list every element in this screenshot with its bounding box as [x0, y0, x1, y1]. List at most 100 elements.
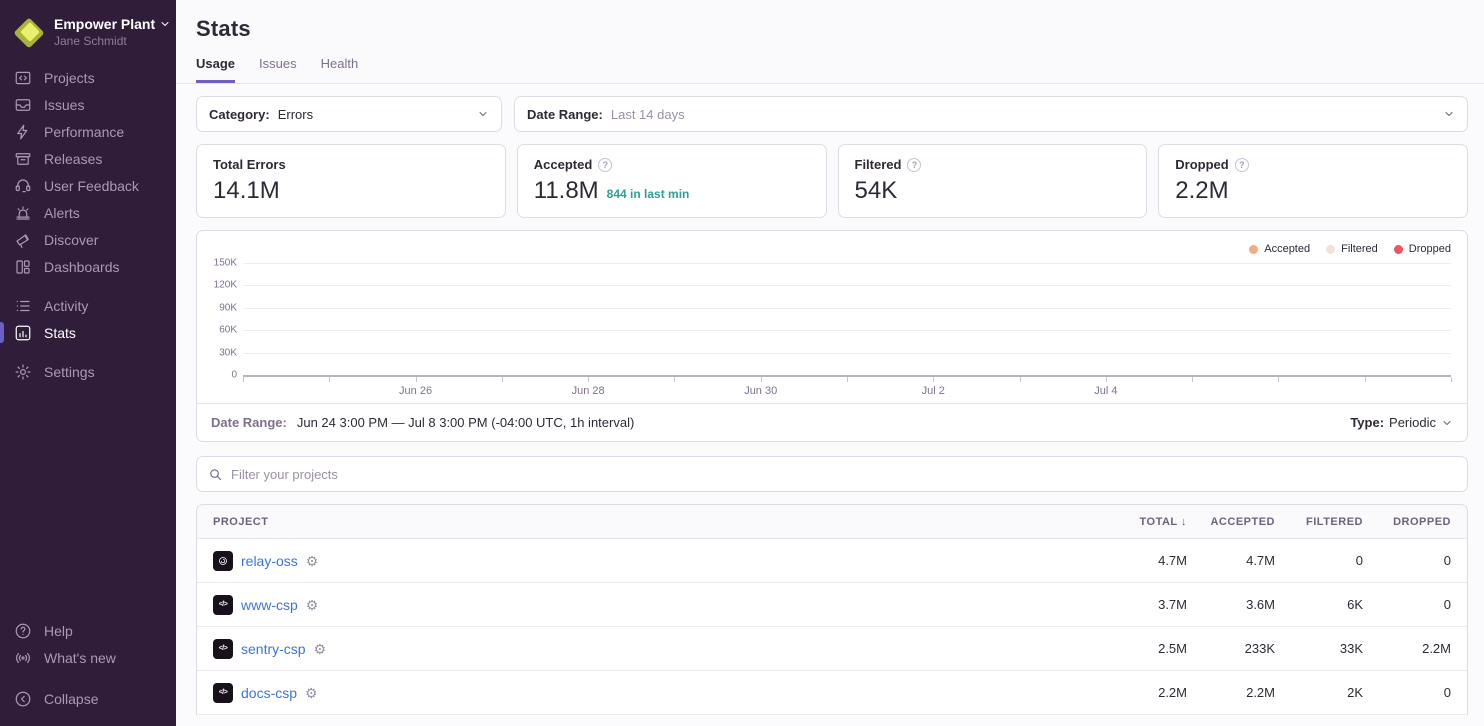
- cell-total: 2.5M: [1158, 641, 1187, 656]
- sidebar-item-activity[interactable]: Activity: [0, 292, 176, 319]
- column-header-accepted[interactable]: ACCEPTED: [1210, 515, 1275, 528]
- releases-icon: [14, 150, 32, 168]
- date-range-label: Date Range:: [527, 106, 603, 122]
- project-settings-icon[interactable]: ⚙: [313, 640, 327, 657]
- legend-item-dropped[interactable]: Dropped: [1393, 243, 1451, 255]
- sidebar-nav-tertiary: Settings: [0, 358, 176, 385]
- sidebar-item-label: Releases: [44, 150, 103, 167]
- chart-type-select[interactable]: Type: Periodic: [1350, 415, 1453, 430]
- help-circle-icon[interactable]: ?: [1234, 157, 1249, 172]
- sidebar-item-help[interactable]: Help: [0, 617, 176, 644]
- whats-new-icon: [14, 649, 32, 667]
- column-header-dropped[interactable]: DROPPED: [1393, 515, 1451, 528]
- gridline: [243, 330, 1451, 332]
- column-header-total[interactable]: TOTAL ↓: [1139, 515, 1187, 528]
- search-icon: [210, 468, 222, 480]
- org-text: Empower Plant Jane Schmidt: [54, 16, 171, 48]
- org-logo-icon: [13, 17, 45, 49]
- chevron-down-icon: [1445, 112, 1453, 116]
- project-settings-icon[interactable]: ⚙: [305, 596, 319, 613]
- stat-card-value: 54K: [854, 177, 898, 204]
- chart-type-label: Type:: [1350, 415, 1385, 430]
- sidebar-item-releases[interactable]: Releases: [0, 145, 176, 172]
- sidebar-item-collapse[interactable]: Collapse: [0, 685, 176, 712]
- category-value: Errors: [277, 106, 314, 122]
- sidebar-item-stats[interactable]: Stats: [0, 319, 176, 346]
- y-tick-label: 120K: [213, 279, 237, 291]
- y-tick-label: 30K: [219, 347, 237, 359]
- x-tick-label: Jun 30: [744, 385, 778, 397]
- content: Category: Errors Date Range: Last 14 day…: [176, 84, 1484, 726]
- sidebar-item-label: Settings: [44, 363, 95, 380]
- help-circle-icon[interactable]: ?: [907, 157, 922, 172]
- x-tick: [501, 377, 503, 382]
- collapse-icon: [14, 690, 32, 708]
- x-tick: [1451, 377, 1452, 382]
- cell-total: 3.7M: [1158, 597, 1187, 612]
- column-header-project[interactable]: PROJECT: [213, 515, 269, 528]
- sidebar-item-alerts[interactable]: Alerts: [0, 199, 176, 226]
- project-link[interactable]: relay-oss: [241, 552, 298, 569]
- main-area: Stats Usage Issues Health Category: Errors…: [176, 0, 1484, 726]
- tab-issues[interactable]: Issues: [259, 56, 297, 71]
- sidebar-item-user-feedback[interactable]: User Feedback: [0, 172, 176, 199]
- tab-health[interactable]: Health: [320, 56, 359, 71]
- filter-row: Category: Errors Date Range: Last 14 day…: [196, 96, 1468, 132]
- date-range-select[interactable]: Date Range: Last 14 days: [514, 96, 1468, 132]
- sidebar-item-label: Performance: [44, 123, 125, 140]
- chevron-down-icon: [479, 112, 487, 116]
- org-switcher[interactable]: Empower Plant Jane Schmidt: [0, 12, 176, 64]
- user-feedback-icon: [14, 177, 32, 195]
- x-tick: [1105, 377, 1107, 382]
- sidebar-item-discover[interactable]: Discover: [0, 226, 176, 253]
- help-circle-icon[interactable]: ?: [598, 157, 613, 172]
- tab-usage[interactable]: Usage: [196, 56, 236, 83]
- stat-card-live-rate: 844 in last min: [606, 187, 690, 201]
- gridline: [243, 285, 1451, 287]
- plot-area: [243, 263, 1451, 375]
- sidebar-item-label: Help: [44, 622, 73, 639]
- gridline: [243, 263, 1451, 264]
- legend-label: Accepted: [1264, 243, 1311, 255]
- platform-csp-icon: </>: [213, 682, 233, 703]
- chart-type-value: Periodic: [1389, 415, 1436, 430]
- category-select[interactable]: Category: Errors: [196, 96, 502, 132]
- issues-icon: [14, 96, 32, 114]
- project-settings-icon[interactable]: ⚙: [305, 552, 319, 569]
- x-axis: Jun 26 Jun 28 Jun 30 Jul 2 Jul 4: [243, 375, 1452, 401]
- legend-item-accepted[interactable]: Accepted: [1249, 243, 1310, 255]
- project-link[interactable]: docs-csp: [241, 684, 298, 701]
- table-body: relay-oss ⚙ 4.7M 4.7M 0 0 </> www-csp ⚙ 3.7M 3.6M 6…: [197, 539, 1467, 715]
- sidebar-item-dashboards[interactable]: Dashboards: [0, 253, 176, 280]
- sidebar-item-issues[interactable]: Issues: [0, 91, 176, 118]
- table-row: </> sentry-csp ⚙ 2.5M 233K 33K 2.2M: [197, 627, 1467, 671]
- x-tick: [674, 377, 676, 382]
- cell-accepted: 233K: [1244, 641, 1275, 656]
- page-header: Stats Usage Issues Health: [176, 0, 1484, 84]
- project-link[interactable]: www-csp: [241, 596, 298, 613]
- sidebar-item-label: What's new: [44, 649, 116, 666]
- sidebar-nav-secondary: Activity Stats: [0, 292, 176, 346]
- cell-dropped: 0: [1443, 553, 1451, 568]
- sidebar-item-performance[interactable]: Performance: [0, 118, 176, 145]
- sidebar-item-settings[interactable]: Settings: [0, 358, 176, 385]
- sidebar: Empower Plant Jane Schmidt Projects Issue…: [0, 0, 176, 726]
- project-settings-icon[interactable]: ⚙: [305, 684, 318, 701]
- gridline: [243, 307, 1451, 309]
- project-filter-input[interactable]: [231, 466, 1456, 482]
- chart-bars[interactable]: [243, 263, 1451, 375]
- x-tick: [933, 377, 935, 382]
- cell-accepted: 2.2M: [1246, 685, 1275, 700]
- stat-card-title: Filtered: [854, 157, 902, 172]
- legend-item-filtered[interactable]: Filtered: [1326, 243, 1378, 255]
- date-range-value: Last 14 days: [610, 106, 685, 122]
- x-tick: [243, 377, 244, 382]
- stat-card-value: 11.8M: [533, 177, 599, 204]
- sidebar-item-projects[interactable]: Projects: [0, 64, 176, 91]
- column-header-filtered[interactable]: FILTERED: [1306, 515, 1363, 528]
- sidebar-item-whats-new[interactable]: What's new: [0, 644, 176, 671]
- x-tick: [1278, 377, 1280, 382]
- chart-plot: 150K 120K 90K 60K 30K 0: [197, 258, 1467, 381]
- cell-total: 4.7M: [1158, 553, 1187, 568]
- project-link[interactable]: sentry-csp: [241, 640, 306, 657]
